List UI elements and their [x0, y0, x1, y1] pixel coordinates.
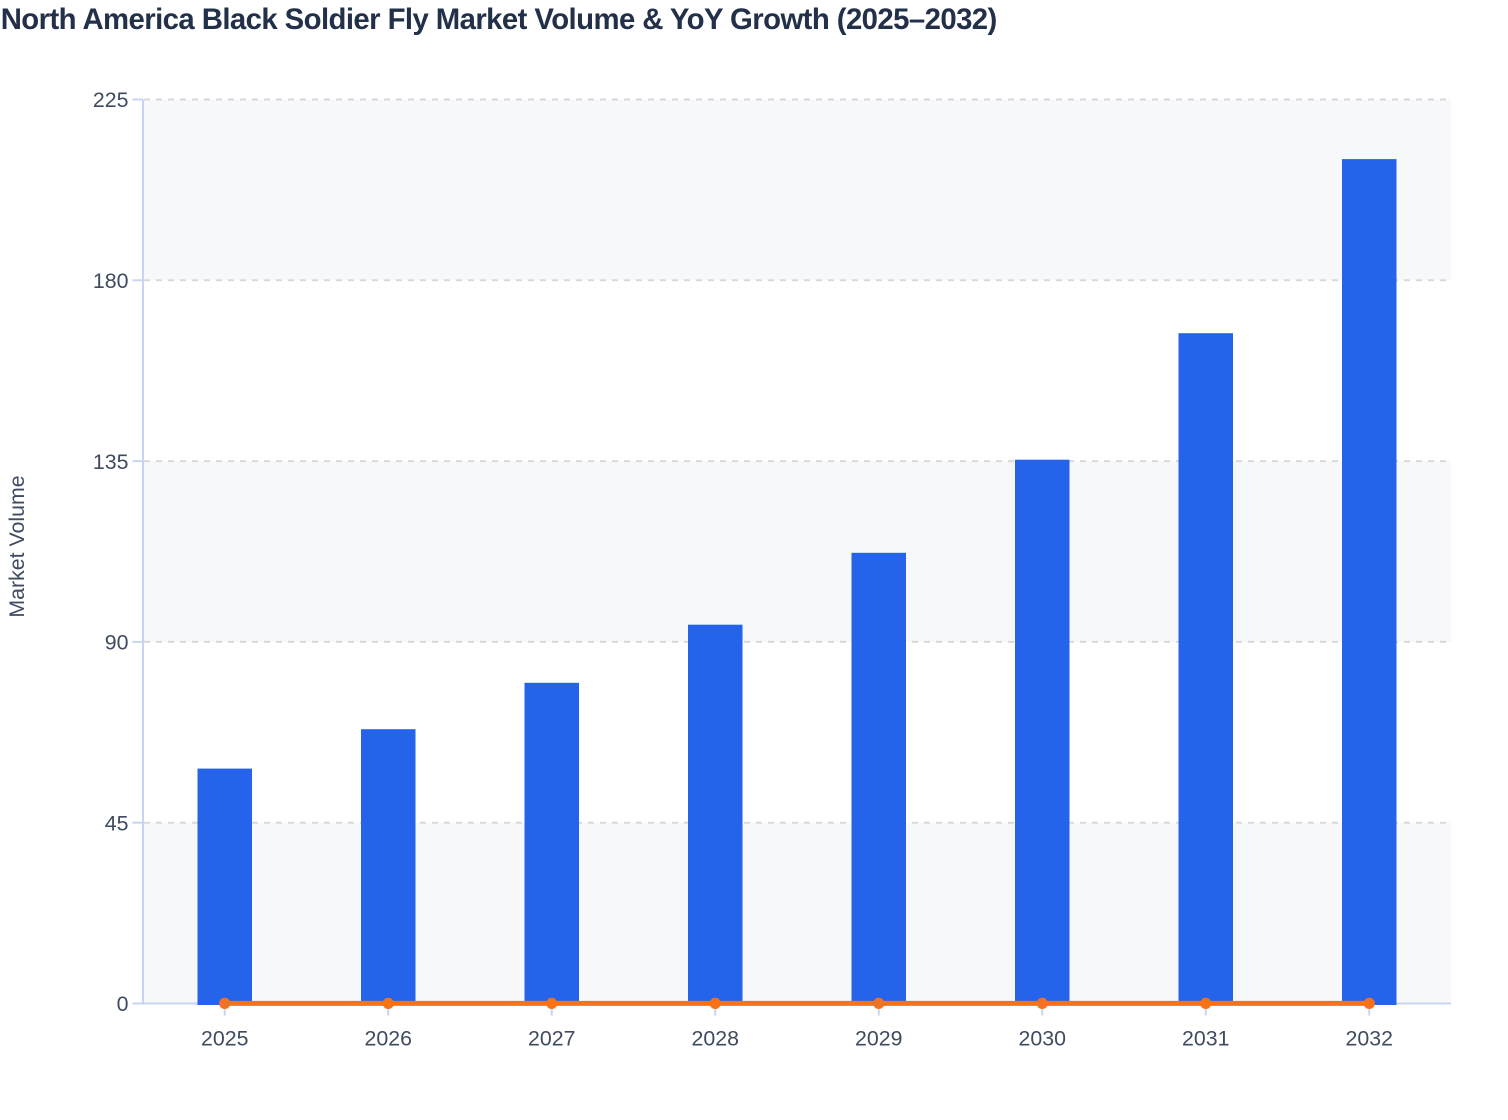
svg-text:45: 45 [105, 811, 129, 835]
svg-text:2030: 2030 [1019, 1027, 1067, 1051]
svg-text:0: 0 [117, 992, 129, 1016]
svg-text:Market Volume: Market Volume [5, 475, 29, 617]
svg-text:135: 135 [93, 450, 129, 474]
svg-text:90: 90 [105, 631, 129, 655]
svg-text:2027: 2027 [528, 1027, 575, 1051]
svg-text:2032: 2032 [1346, 1027, 1393, 1051]
svg-text:225: 225 [93, 88, 129, 112]
svg-text:2031: 2031 [1182, 1027, 1229, 1051]
svg-text:2028: 2028 [692, 1027, 739, 1051]
svg-text:2025: 2025 [201, 1027, 248, 1051]
svg-text:North America Black Soldier Fl: North America Black Soldier Fly Market V… [1, 3, 997, 36]
svg-text:2026: 2026 [365, 1027, 412, 1051]
svg-text:180: 180 [93, 269, 129, 293]
svg-text:2029: 2029 [855, 1027, 902, 1051]
